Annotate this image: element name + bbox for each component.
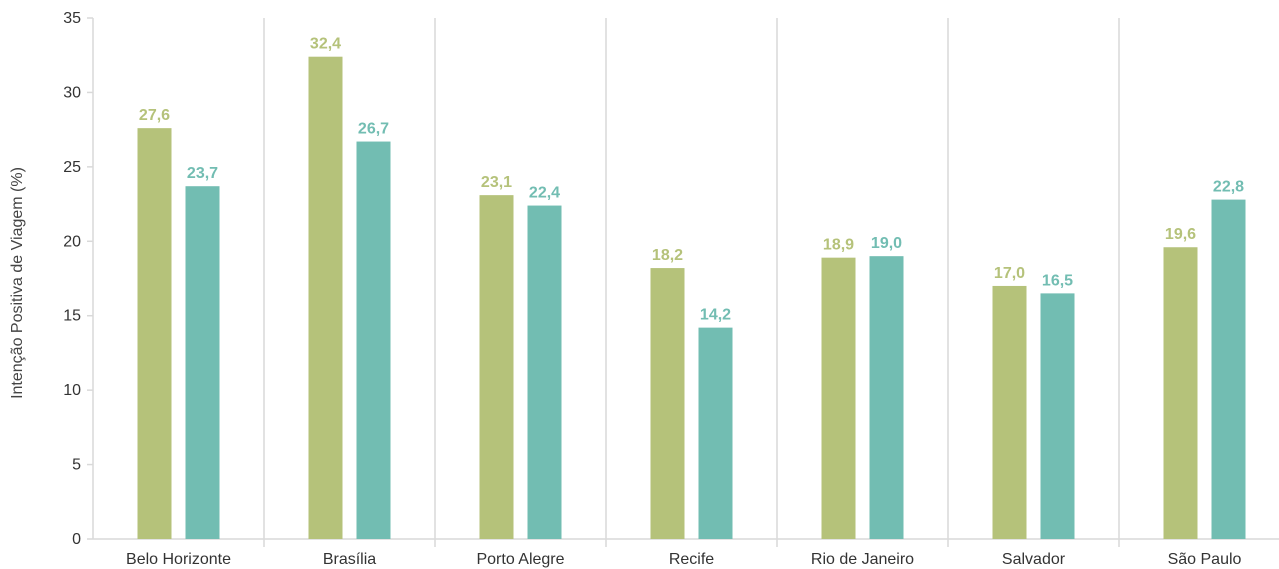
bar — [992, 285, 1027, 539]
x-category-labels: Belo Horizonte Brasília Porto Alegre Recife… — [126, 551, 1241, 568]
data-label: 22,8 — [1213, 179, 1244, 196]
x-category-label: Porto Alegre — [476, 551, 564, 568]
bar — [137, 128, 172, 539]
bar — [479, 195, 514, 539]
data-label: 19,6 — [1165, 226, 1196, 243]
y-tick-label: 0 — [72, 531, 81, 548]
grid — [263, 18, 1120, 547]
data-label: 22,4 — [529, 185, 560, 202]
x-category-label: Rio de Janeiro — [811, 551, 914, 568]
x-category-label: Salvador — [1002, 551, 1066, 568]
bar — [1211, 199, 1246, 539]
data-label: 26,7 — [358, 121, 389, 138]
bar — [698, 327, 733, 539]
data-label: 17,0 — [994, 265, 1025, 282]
y-tick-label: 35 — [63, 10, 81, 27]
x-category-label: Recife — [669, 551, 714, 568]
y-tick-label: 20 — [63, 233, 81, 250]
bar — [1163, 247, 1198, 540]
data-label: 14,2 — [700, 307, 731, 324]
y-axis-title: Intenção Positiva de Viagem (%) — [9, 167, 26, 399]
x-category-label: Belo Horizonte — [126, 551, 231, 568]
data-label: 16,5 — [1042, 272, 1073, 289]
bar — [821, 257, 856, 539]
data-label: 23,1 — [481, 174, 512, 191]
y-tick-label: 15 — [63, 308, 81, 325]
bar — [308, 56, 343, 540]
y-tick-label: 10 — [63, 382, 81, 399]
axes — [92, 18, 1279, 540]
data-label: 18,2 — [652, 247, 683, 264]
data-label: 23,7 — [187, 165, 218, 182]
x-category-label: São Paulo — [1168, 551, 1242, 568]
bar — [356, 141, 391, 539]
bars — [137, 56, 1246, 540]
data-labels: 27,6 23,7 32,4 26,7 23,1 22,4 18,2 14,2 18,9 19,0… — [139, 36, 1244, 324]
bar — [185, 186, 220, 540]
y-tick-label: 5 — [72, 457, 81, 474]
x-category-label: Brasília — [323, 551, 376, 568]
data-label: 19,0 — [871, 235, 902, 252]
y-tick-label: 30 — [63, 84, 81, 101]
y-tick-labels: 0 5 10 15 20 25 30 35 — [63, 10, 93, 548]
bar — [527, 205, 562, 539]
bar — [1040, 293, 1075, 539]
bar — [869, 256, 904, 539]
y-tick-label: 25 — [63, 159, 81, 176]
data-label: 27,6 — [139, 107, 170, 124]
data-label: 32,4 — [310, 36, 341, 53]
bar — [650, 268, 685, 539]
data-label: 18,9 — [823, 237, 854, 254]
